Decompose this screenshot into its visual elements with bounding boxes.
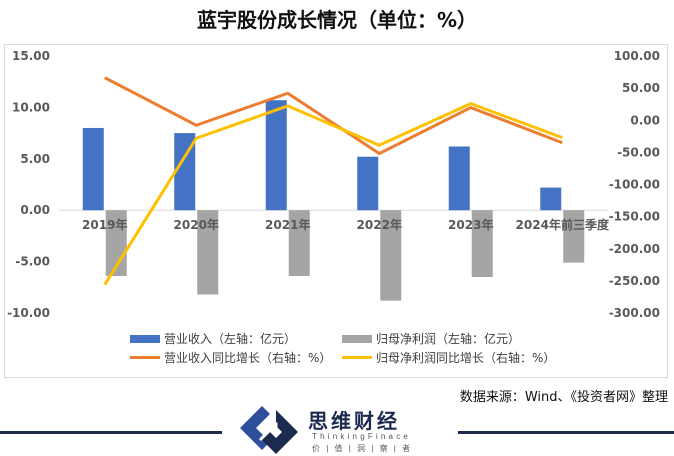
category-label: 2023年 [448, 217, 493, 232]
left-axis-tick: 0.00 [20, 203, 50, 217]
brand-name: 思维财经 [308, 409, 400, 433]
divider-right [458, 431, 674, 434]
category-label: 2019年 [82, 217, 127, 232]
category-label: 2024年前三季度 [516, 217, 610, 232]
bar-revenue [265, 100, 287, 211]
legend-label: 营业收入同比增长（右轴：%） [164, 351, 332, 365]
left-axis-tick: 15.00 [12, 49, 50, 63]
right-axis-tick: 100.00 [614, 49, 660, 63]
bar-revenue [448, 146, 470, 211]
brand-logo-icon [240, 406, 298, 454]
left-axis-tick: 5.00 [20, 152, 50, 166]
brand-slogan: 价 | 值 | 洞 | 察 | 者 [312, 444, 413, 453]
legend-item-revenue: 营业收入（左轴：亿元） [130, 330, 296, 347]
legend-swatch [342, 356, 372, 359]
left-axis-tick: -5.00 [15, 255, 50, 269]
legend-swatch [342, 334, 372, 343]
bar-revenue [357, 156, 379, 211]
bar-revenue [174, 133, 196, 211]
legend-label: 归母净利润（左轴：亿元） [376, 332, 521, 346]
legend-label: 营业收入（左轴：亿元） [164, 332, 297, 346]
category-label: 2021年 [265, 217, 310, 232]
legend-label: 归母净利润同比增长（右轴：%） [376, 351, 556, 365]
left-axis-tick: 10.00 [12, 100, 50, 114]
bar-revenue [82, 127, 104, 211]
legend-item-profit: 归母净利润（左轴：亿元） [342, 330, 520, 347]
legend-swatch [130, 356, 160, 359]
divider-left [0, 431, 222, 434]
left-axis-tick: -10.00 [7, 306, 50, 320]
right-axis-tick: -100.00 [609, 178, 660, 192]
right-axis-tick: -50.00 [617, 145, 660, 159]
category-label: 2022年 [357, 217, 402, 232]
right-axis-tick: -200.00 [609, 242, 660, 256]
bar-revenue [540, 187, 562, 211]
right-axis-tick: 50.00 [622, 81, 660, 95]
brand-english: ThinkingFinace [312, 432, 412, 441]
bar-profit [197, 210, 219, 295]
bar-profit [288, 210, 310, 276]
bar-profit [380, 210, 402, 301]
data-source: 数据来源：Wind、《投资者网》整理 [459, 390, 668, 405]
legend-item-profit-growth: 归母净利润同比增长（右轴：%） [342, 349, 555, 366]
bar-profit [471, 210, 493, 278]
right-axis-tick: 0.00 [630, 113, 660, 127]
right-axis-tick: -250.00 [609, 274, 660, 288]
chart-frame [4, 44, 668, 378]
line-profit-growth [103, 102, 563, 286]
legend-item-revenue-growth: 营业收入同比增长（右轴：%） [130, 349, 331, 366]
right-axis-tick: -150.00 [609, 210, 660, 224]
right-axis-tick: -300.00 [609, 306, 660, 320]
bar-profit [563, 210, 585, 263]
chart-title: 蓝宇股份成长情况（单位：%） [196, 8, 478, 32]
category-label: 2020年 [174, 217, 219, 232]
line-revenue-growth [104, 76, 563, 156]
legend-swatch [130, 334, 160, 343]
